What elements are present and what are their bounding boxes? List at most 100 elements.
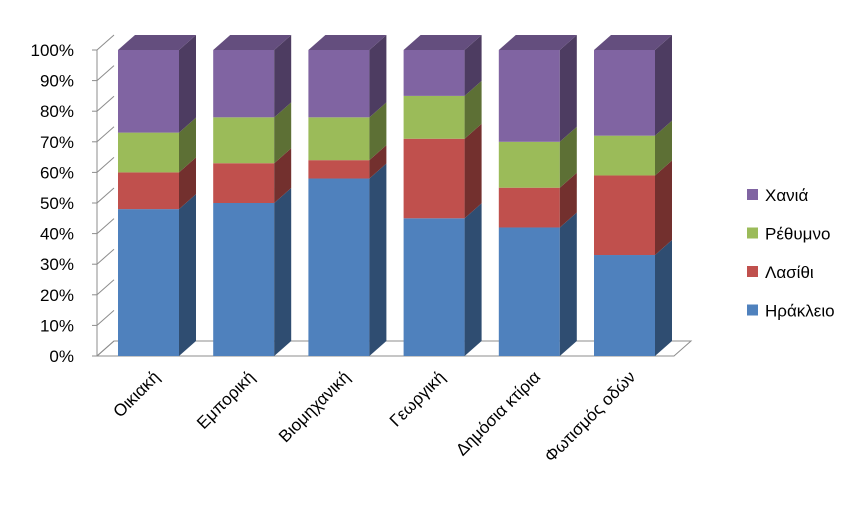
x-category-label: Δημόσια κτίρια [452, 367, 544, 459]
y-tick-label: 70% [40, 133, 74, 152]
legend-swatch [747, 304, 758, 316]
bar-segment [594, 240, 672, 356]
y-tick-depth-line [96, 95, 115, 112]
x-category-label: Βιομηχανική [275, 367, 354, 446]
x-category-label: Φωτισμός οδών [541, 367, 640, 466]
bar-segment [498, 35, 577, 142]
bar-side [559, 126, 577, 188]
legend-swatch [747, 227, 758, 239]
bar-front [403, 218, 465, 356]
y-tick-label: 30% [40, 255, 74, 274]
y-tick-depth-line [96, 126, 115, 143]
bar-segment [594, 160, 672, 256]
y-tick-depth-line [96, 218, 115, 234]
bar-side [179, 35, 196, 133]
bar-front [308, 160, 370, 179]
y-tick-label: 10% [40, 316, 74, 335]
bar-segment [213, 35, 292, 118]
x-category-label: Γεωργική [386, 367, 449, 430]
bar-side [274, 148, 292, 203]
bar-side [655, 160, 672, 256]
legend-label: Ρέθυμνο [765, 225, 830, 244]
x-category-label: Οικιακή [110, 367, 164, 421]
bar-front [403, 50, 465, 96]
bar-side [179, 157, 196, 210]
bar-front [118, 172, 179, 210]
bar-side [655, 35, 672, 136]
bar-front [403, 138, 465, 219]
bar-top [213, 35, 292, 50]
bar-side [559, 212, 577, 356]
y-tick-depth-line [96, 340, 115, 357]
y-tick-label: 40% [40, 225, 74, 244]
bar-side [559, 35, 577, 142]
bar-side [274, 35, 292, 118]
bar-front [594, 135, 655, 176]
bar-front [308, 117, 370, 161]
bar-segment [118, 35, 196, 133]
bar-side [655, 240, 672, 356]
legend-label: Λασίθι [765, 263, 814, 282]
bar-segment [594, 35, 672, 136]
bar-top [498, 35, 577, 50]
bar-front [403, 95, 465, 139]
legend-item: Λασίθι [747, 263, 814, 282]
bar-side [179, 194, 196, 356]
bar-side [655, 120, 672, 176]
bar-segment [498, 126, 577, 188]
bar-segment [498, 212, 577, 356]
bar-front [498, 141, 560, 188]
y-tick-label: 60% [40, 163, 74, 182]
bar-segment [308, 145, 387, 179]
y-tick-depth-line [96, 279, 115, 296]
legend-item: Ρέθυμνο [747, 225, 830, 244]
bar-side [369, 163, 387, 356]
bar-segment [308, 102, 387, 161]
bar-segment [118, 157, 196, 210]
y-tick-label: 50% [40, 194, 74, 213]
bar-side [369, 145, 387, 179]
y-tick-depth-line [96, 157, 115, 173]
legend-label: Ηράκλειο [765, 302, 835, 321]
x-category-label: Εμπορική [193, 367, 258, 432]
bar-front [213, 50, 275, 118]
bar-front [498, 50, 560, 142]
y-tick-depth-line [96, 65, 115, 81]
bar-segment [213, 188, 292, 356]
bar-side [274, 102, 292, 164]
y-tick-depth-line [96, 34, 115, 51]
bar-side [559, 172, 577, 228]
bar-front [594, 50, 655, 136]
legend-item: Χανιά [747, 186, 808, 205]
legend-swatch [747, 266, 758, 277]
bar-top [403, 35, 482, 50]
bar-front [498, 187, 560, 228]
y-tick-label: 0% [49, 347, 74, 366]
bar-front [213, 117, 275, 164]
bar-segment [594, 120, 672, 176]
y-tick-label: 20% [40, 286, 74, 305]
y-tick-depth-line [96, 187, 115, 204]
bar-side [464, 203, 482, 356]
y-tick-label: 80% [40, 102, 74, 121]
bar-side [369, 102, 387, 161]
bar-segment [403, 80, 482, 139]
bar-top [308, 35, 387, 50]
bar-segment [403, 123, 482, 219]
bar-front [118, 209, 179, 356]
bar-segment [308, 163, 387, 356]
bar-segment [308, 35, 387, 118]
y-tick-label: 90% [40, 72, 74, 91]
bar-front [594, 255, 655, 356]
legend-swatch [747, 189, 758, 200]
bar-top [594, 35, 672, 50]
legend-item: Ηράκλειο [747, 302, 835, 321]
y-tick-depth-line [96, 248, 115, 265]
bar-side [464, 35, 482, 96]
bar-front [118, 50, 179, 133]
y-tick-label: 100% [31, 41, 74, 60]
bar-segment [213, 102, 292, 164]
bar-front [118, 132, 179, 173]
